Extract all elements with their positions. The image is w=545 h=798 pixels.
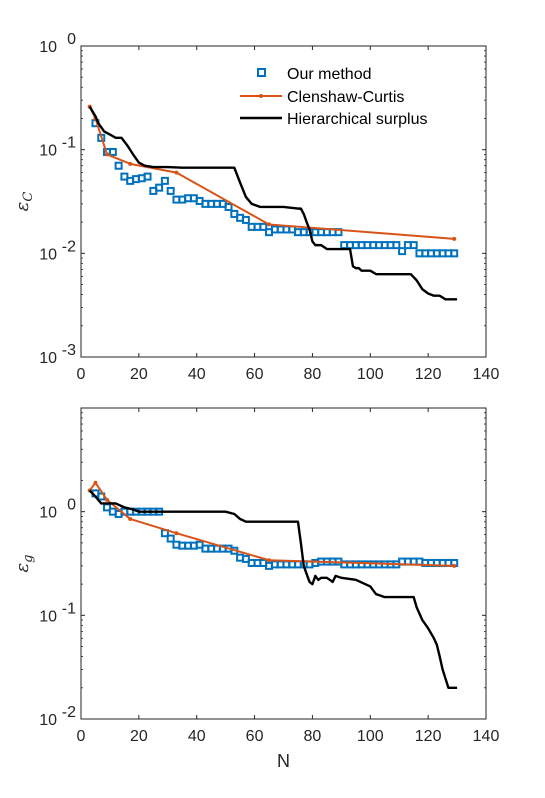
y-tick-label: 10 xyxy=(39,143,57,160)
y-tick-exponent: 0 xyxy=(67,497,76,514)
x-tick-label: 60 xyxy=(246,728,264,745)
y-axis-label: εg xyxy=(12,555,36,573)
data-point xyxy=(409,241,418,250)
legend-label: Hierarchical surplus xyxy=(287,111,428,128)
x-tick-label: 60 xyxy=(246,366,264,383)
y-tick-exponent: -1 xyxy=(62,135,76,152)
data-point xyxy=(392,241,401,250)
series-hierarchical-surplus xyxy=(88,489,458,689)
x-tick-label: 140 xyxy=(473,728,500,745)
y-tick-label: 10 xyxy=(39,350,57,367)
data-point xyxy=(452,236,457,241)
x-tick-label: 80 xyxy=(304,366,322,383)
data-point xyxy=(166,534,175,543)
legend-marker xyxy=(257,68,266,77)
data-point xyxy=(241,554,250,563)
data-point xyxy=(174,170,179,175)
data-point xyxy=(120,172,129,181)
data-point xyxy=(114,161,123,170)
y-tick-label: 10 xyxy=(39,39,57,56)
x-tick-label: 0 xyxy=(77,728,86,745)
y-tick-exponent: -1 xyxy=(62,600,76,617)
series-line xyxy=(88,481,455,567)
plot-area xyxy=(87,104,459,301)
legend-label: Our method xyxy=(287,66,371,83)
data-point xyxy=(105,497,110,502)
y-tick-exponent: 0 xyxy=(67,31,76,48)
y-axis-label: εC xyxy=(12,192,36,212)
x-tick-label: 0 xyxy=(77,366,86,383)
x-tick-label: 40 xyxy=(188,366,206,383)
series-line xyxy=(88,489,458,689)
legend-label: Clenshaw-Curtis xyxy=(287,89,404,106)
x-tick-label: 100 xyxy=(357,728,384,745)
data-point xyxy=(398,247,407,256)
data-point xyxy=(155,183,164,192)
data-point xyxy=(108,147,117,156)
data-point xyxy=(105,152,110,157)
series-clenshaw-curtis xyxy=(87,480,457,568)
axes-box xyxy=(80,45,487,358)
plot-area xyxy=(87,480,459,689)
y-tick-exponent: -2 xyxy=(62,238,76,255)
data-point xyxy=(160,176,169,185)
data-point xyxy=(174,531,179,536)
data-point xyxy=(166,186,175,195)
y-tick-label: 10 xyxy=(39,505,57,522)
axes-box xyxy=(80,407,487,720)
data-point xyxy=(143,172,152,181)
data-point xyxy=(452,563,457,568)
legend: Our method Clenshaw-Curtis Hierarchical su… xyxy=(240,66,428,128)
x-tick-label: 20 xyxy=(130,366,148,383)
data-point xyxy=(224,202,233,211)
y-tick-label: 10 xyxy=(39,246,57,263)
data-point xyxy=(259,222,268,231)
series-hierarchical-surplus xyxy=(88,106,458,301)
y-tick-exponent: -2 xyxy=(62,704,76,721)
data-point xyxy=(128,516,133,521)
x-tick-label: 80 xyxy=(304,728,322,745)
y-tick-exponent: -3 xyxy=(62,342,76,359)
x-tick-label: 100 xyxy=(357,366,384,383)
data-point xyxy=(93,480,98,485)
x-tick-label: 120 xyxy=(415,728,442,745)
y-tick-label: 10 xyxy=(39,608,57,625)
x-tick-label: 120 xyxy=(415,366,442,383)
x-tick-label: 140 xyxy=(473,366,500,383)
data-point xyxy=(267,558,272,563)
data-point xyxy=(241,215,250,224)
data-point xyxy=(128,161,133,166)
series-our-method xyxy=(91,489,459,570)
legend-marker xyxy=(259,94,263,98)
y-tick-label: 10 xyxy=(39,712,57,729)
series-line xyxy=(88,106,458,301)
series-our-method xyxy=(91,119,459,258)
x-tick-label: 40 xyxy=(188,728,206,745)
data-point xyxy=(450,249,459,258)
data-point xyxy=(267,222,272,227)
x-axis-label: N xyxy=(277,751,290,771)
x-tick-label: 20 xyxy=(130,728,148,745)
